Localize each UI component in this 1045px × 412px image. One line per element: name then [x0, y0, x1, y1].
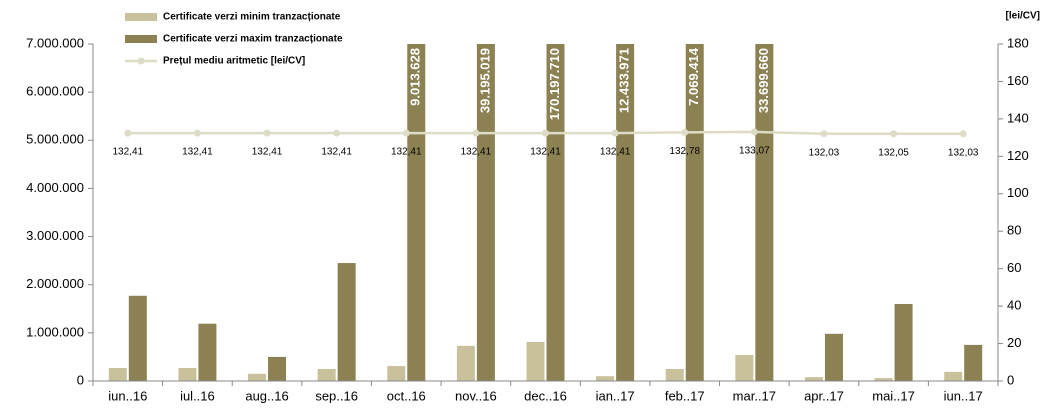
x-tick-label: iun..16 [108, 388, 147, 403]
line-marker [959, 130, 967, 138]
y2-axis-label: [lei/CV] [1006, 11, 1040, 22]
bar [894, 303, 913, 381]
y-tick-label: 3.000.000 [26, 228, 84, 243]
line-value-label: 132,03 [948, 147, 979, 158]
bar [108, 368, 127, 381]
bar [407, 44, 426, 381]
bar-value-label: 12.433.971 [617, 48, 632, 113]
line-marker [124, 129, 132, 137]
line-marker [193, 129, 201, 137]
legend-swatch [125, 35, 157, 43]
bar-value-label: 170.197.710 [547, 48, 562, 120]
legend-label: Certificate verzi minim tranzacționate [163, 12, 341, 23]
bar [735, 355, 754, 381]
y-tick-label: 2.000.000 [26, 276, 84, 291]
bar [456, 345, 475, 381]
x-tick-label: dec..16 [524, 388, 567, 403]
line-value-label: 133,07 [739, 146, 770, 157]
y2-tick-label: 0 [1007, 372, 1014, 387]
bar-value-label: 9.013.628 [408, 48, 423, 106]
bar [317, 368, 336, 381]
line-value-label: 132,41 [461, 147, 492, 158]
line-marker [750, 128, 758, 136]
line-marker [890, 130, 898, 138]
line-value-label: 132,03 [809, 147, 840, 158]
bar-value-label: 7.069.414 [686, 47, 701, 106]
legend-label: Certificate verzi maxim tranzacționate [163, 34, 343, 45]
bar [476, 44, 495, 381]
line-marker [402, 129, 410, 137]
y2-tick-label: 180 [1007, 35, 1029, 50]
y2-tick-label: 80 [1007, 223, 1021, 238]
x-tick-label: oct..16 [387, 388, 426, 403]
bar [198, 323, 217, 381]
y-tick-label: 4.000.000 [26, 180, 84, 195]
x-tick-label: iun..17 [944, 388, 983, 403]
x-tick-label: feb..17 [665, 388, 705, 403]
legend-label: Prețul mediu aritmetic [lei/CV] [163, 56, 305, 67]
y-tick-label: 7.000.000 [26, 35, 84, 50]
bar [755, 44, 774, 381]
bar [546, 44, 565, 381]
bar [387, 366, 406, 381]
line-value-label: 132,41 [252, 147, 283, 158]
legend-marker [137, 57, 145, 65]
x-tick-label: aug..16 [245, 388, 288, 403]
bar [616, 44, 635, 381]
bar [665, 368, 684, 381]
x-tick-label: mai..17 [872, 388, 915, 403]
bar [248, 373, 267, 381]
line-value-label: 132,41 [530, 147, 561, 158]
y2-tick-label: 60 [1007, 260, 1021, 275]
line-marker [333, 129, 341, 137]
bar [178, 368, 197, 381]
line-value-label: 132,78 [669, 146, 700, 157]
x-tick-label: apr..17 [804, 388, 844, 403]
bar-value-label: 39.195.019 [477, 48, 492, 113]
bar [128, 295, 147, 381]
y2-tick-label: 160 [1007, 73, 1029, 88]
y2-tick-label: 100 [1007, 185, 1029, 200]
bar-value-label: 33.699.660 [756, 48, 771, 113]
line-marker [472, 129, 480, 137]
x-tick-label: nov..16 [455, 388, 497, 403]
x-tick-label: mar..17 [733, 388, 776, 403]
x-tick-label: iul..16 [180, 388, 215, 403]
y-tick-label: 1.000.000 [26, 324, 84, 339]
bar [596, 376, 615, 381]
bar [526, 342, 545, 381]
legend-swatch [125, 13, 157, 21]
line-marker [611, 129, 619, 137]
line-marker [820, 130, 828, 138]
plot-area [108, 44, 983, 381]
line-marker [681, 128, 689, 136]
bar [824, 333, 843, 381]
line-value-label: 132,41 [600, 147, 631, 158]
bar [685, 44, 704, 381]
line-value-label: 132,41 [182, 147, 213, 158]
line-value-label: 132,41 [321, 147, 352, 158]
bar [874, 378, 893, 381]
bar [964, 344, 983, 381]
bar [268, 356, 287, 381]
bar [804, 377, 823, 381]
y-tick-label: 5.000.000 [26, 132, 84, 147]
line-value-label: 132,41 [391, 147, 422, 158]
y2-tick-label: 120 [1007, 148, 1029, 163]
y-tick-label: 0 [77, 372, 84, 387]
line-value-label: 132,41 [113, 147, 144, 158]
x-tick-label: sep..16 [315, 388, 358, 403]
line-marker [542, 129, 549, 137]
line-value-label: 132,05 [878, 147, 909, 158]
y2-tick-label: 140 [1007, 110, 1029, 125]
bar [337, 263, 356, 381]
x-tick-label: ian..17 [596, 388, 635, 403]
bar [944, 371, 963, 381]
y2-tick-label: 20 [1007, 335, 1021, 350]
y-tick-label: 6.000.000 [26, 84, 84, 99]
line-marker [263, 129, 271, 137]
y2-tick-label: 40 [1007, 298, 1021, 313]
